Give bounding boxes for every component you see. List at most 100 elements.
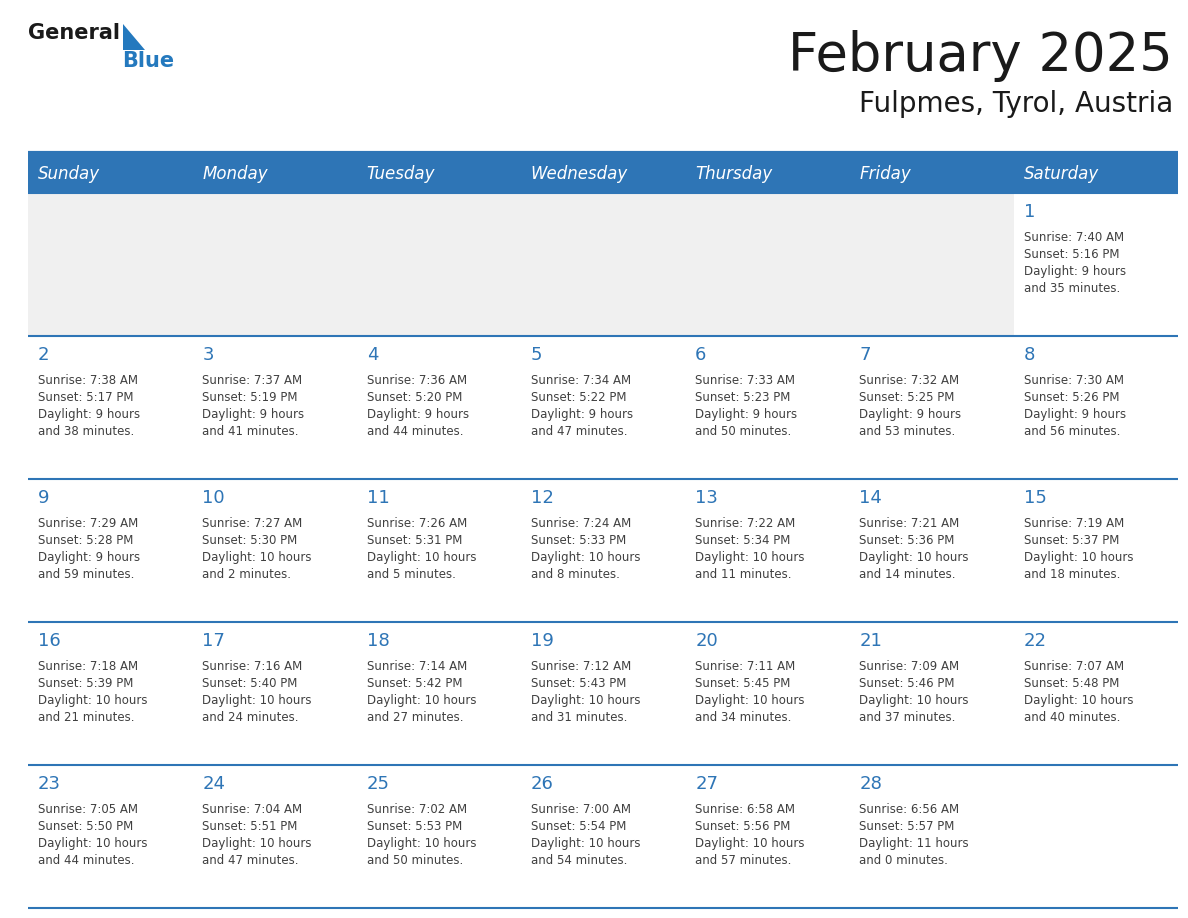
Text: Sunset: 5:46 PM: Sunset: 5:46 PM xyxy=(859,677,955,690)
Bar xyxy=(685,193,849,336)
Text: Sunset: 5:57 PM: Sunset: 5:57 PM xyxy=(859,820,955,833)
Bar xyxy=(1013,193,1178,336)
Text: 24: 24 xyxy=(202,775,226,793)
Text: Sunset: 5:22 PM: Sunset: 5:22 PM xyxy=(531,391,626,404)
Text: Sunrise: 7:24 AM: Sunrise: 7:24 AM xyxy=(531,517,631,530)
Text: and 31 minutes.: and 31 minutes. xyxy=(531,711,627,724)
Text: Daylight: 10 hours: Daylight: 10 hours xyxy=(859,551,969,564)
Text: Tuesday: Tuesday xyxy=(367,165,435,183)
Bar xyxy=(520,479,685,622)
Text: Daylight: 10 hours: Daylight: 10 hours xyxy=(367,551,476,564)
Text: Daylight: 10 hours: Daylight: 10 hours xyxy=(695,837,804,850)
Text: and 11 minutes.: and 11 minutes. xyxy=(695,568,791,581)
Text: Sunset: 5:42 PM: Sunset: 5:42 PM xyxy=(367,677,462,690)
Bar xyxy=(356,193,520,336)
Text: 4: 4 xyxy=(367,346,378,364)
Text: Daylight: 10 hours: Daylight: 10 hours xyxy=(1024,551,1133,564)
Text: and 37 minutes.: and 37 minutes. xyxy=(859,711,956,724)
Text: 9: 9 xyxy=(38,489,50,507)
Text: Daylight: 9 hours: Daylight: 9 hours xyxy=(1024,408,1126,421)
Text: 1: 1 xyxy=(1024,203,1035,221)
Bar xyxy=(29,765,192,908)
Text: Sunset: 5:23 PM: Sunset: 5:23 PM xyxy=(695,391,790,404)
Text: and 47 minutes.: and 47 minutes. xyxy=(531,425,627,438)
Text: Thursday: Thursday xyxy=(695,165,772,183)
Text: Sunset: 5:39 PM: Sunset: 5:39 PM xyxy=(38,677,133,690)
Text: 23: 23 xyxy=(38,775,61,793)
Text: Sunrise: 7:27 AM: Sunrise: 7:27 AM xyxy=(202,517,303,530)
Text: and 50 minutes.: and 50 minutes. xyxy=(367,854,463,867)
Text: Sunset: 5:19 PM: Sunset: 5:19 PM xyxy=(202,391,298,404)
Text: 20: 20 xyxy=(695,632,718,650)
Text: 25: 25 xyxy=(367,775,390,793)
Bar xyxy=(685,765,849,908)
Text: Sunset: 5:17 PM: Sunset: 5:17 PM xyxy=(38,391,133,404)
Text: Sunset: 5:48 PM: Sunset: 5:48 PM xyxy=(1024,677,1119,690)
Text: Daylight: 10 hours: Daylight: 10 hours xyxy=(367,837,476,850)
Text: General: General xyxy=(29,23,120,43)
Text: Sunrise: 7:02 AM: Sunrise: 7:02 AM xyxy=(367,803,467,816)
Text: Sunset: 5:54 PM: Sunset: 5:54 PM xyxy=(531,820,626,833)
Text: 26: 26 xyxy=(531,775,554,793)
Text: Sunrise: 7:04 AM: Sunrise: 7:04 AM xyxy=(202,803,303,816)
Text: Sunset: 5:26 PM: Sunset: 5:26 PM xyxy=(1024,391,1119,404)
Text: 15: 15 xyxy=(1024,489,1047,507)
Text: and 44 minutes.: and 44 minutes. xyxy=(367,425,463,438)
Text: Sunrise: 6:56 AM: Sunrise: 6:56 AM xyxy=(859,803,960,816)
Text: Daylight: 9 hours: Daylight: 9 hours xyxy=(38,408,140,421)
Text: Sunrise: 7:36 AM: Sunrise: 7:36 AM xyxy=(367,374,467,387)
Text: Sunrise: 7:29 AM: Sunrise: 7:29 AM xyxy=(38,517,138,530)
Text: Sunset: 5:31 PM: Sunset: 5:31 PM xyxy=(367,534,462,547)
Text: Sunset: 5:34 PM: Sunset: 5:34 PM xyxy=(695,534,790,547)
Text: Sunday: Sunday xyxy=(38,165,100,183)
Text: Daylight: 9 hours: Daylight: 9 hours xyxy=(202,408,304,421)
Text: and 59 minutes.: and 59 minutes. xyxy=(38,568,134,581)
Text: 11: 11 xyxy=(367,489,390,507)
Text: Sunset: 5:36 PM: Sunset: 5:36 PM xyxy=(859,534,955,547)
Text: and 44 minutes.: and 44 minutes. xyxy=(38,854,134,867)
Text: 16: 16 xyxy=(38,632,61,650)
Text: 21: 21 xyxy=(859,632,883,650)
Text: 5: 5 xyxy=(531,346,543,364)
Text: 6: 6 xyxy=(695,346,707,364)
Bar xyxy=(1013,336,1178,479)
Text: Sunset: 5:53 PM: Sunset: 5:53 PM xyxy=(367,820,462,833)
Text: Sunrise: 7:22 AM: Sunrise: 7:22 AM xyxy=(695,517,796,530)
Text: Sunrise: 7:40 AM: Sunrise: 7:40 AM xyxy=(1024,231,1124,244)
Text: Sunset: 5:43 PM: Sunset: 5:43 PM xyxy=(531,677,626,690)
Text: Daylight: 10 hours: Daylight: 10 hours xyxy=(202,694,311,707)
Text: Sunset: 5:33 PM: Sunset: 5:33 PM xyxy=(531,534,626,547)
Text: Sunrise: 7:21 AM: Sunrise: 7:21 AM xyxy=(859,517,960,530)
Text: Sunset: 5:30 PM: Sunset: 5:30 PM xyxy=(202,534,297,547)
Text: Sunrise: 7:32 AM: Sunrise: 7:32 AM xyxy=(859,374,960,387)
Text: Daylight: 10 hours: Daylight: 10 hours xyxy=(38,837,147,850)
Text: Sunset: 5:37 PM: Sunset: 5:37 PM xyxy=(1024,534,1119,547)
Bar xyxy=(192,622,356,765)
Text: and 57 minutes.: and 57 minutes. xyxy=(695,854,791,867)
Text: and 21 minutes.: and 21 minutes. xyxy=(38,711,134,724)
Bar xyxy=(520,336,685,479)
Text: Sunset: 5:16 PM: Sunset: 5:16 PM xyxy=(1024,248,1119,261)
Text: Sunrise: 7:38 AM: Sunrise: 7:38 AM xyxy=(38,374,138,387)
Bar xyxy=(1013,622,1178,765)
Bar xyxy=(849,193,1013,336)
Text: Daylight: 10 hours: Daylight: 10 hours xyxy=(202,551,311,564)
Text: and 53 minutes.: and 53 minutes. xyxy=(859,425,955,438)
Text: Daylight: 10 hours: Daylight: 10 hours xyxy=(859,694,969,707)
Bar xyxy=(192,479,356,622)
Text: Sunrise: 7:14 AM: Sunrise: 7:14 AM xyxy=(367,660,467,673)
Text: and 18 minutes.: and 18 minutes. xyxy=(1024,568,1120,581)
Text: 8: 8 xyxy=(1024,346,1035,364)
Text: Sunrise: 7:00 AM: Sunrise: 7:00 AM xyxy=(531,803,631,816)
Bar xyxy=(29,336,192,479)
Text: 12: 12 xyxy=(531,489,554,507)
Text: Daylight: 9 hours: Daylight: 9 hours xyxy=(859,408,961,421)
Bar xyxy=(685,336,849,479)
Text: 2: 2 xyxy=(38,346,50,364)
Bar xyxy=(849,765,1013,908)
Text: and 34 minutes.: and 34 minutes. xyxy=(695,711,791,724)
Text: and 8 minutes.: and 8 minutes. xyxy=(531,568,620,581)
Text: Sunset: 5:50 PM: Sunset: 5:50 PM xyxy=(38,820,133,833)
Text: and 2 minutes.: and 2 minutes. xyxy=(202,568,291,581)
Text: Sunrise: 7:05 AM: Sunrise: 7:05 AM xyxy=(38,803,138,816)
